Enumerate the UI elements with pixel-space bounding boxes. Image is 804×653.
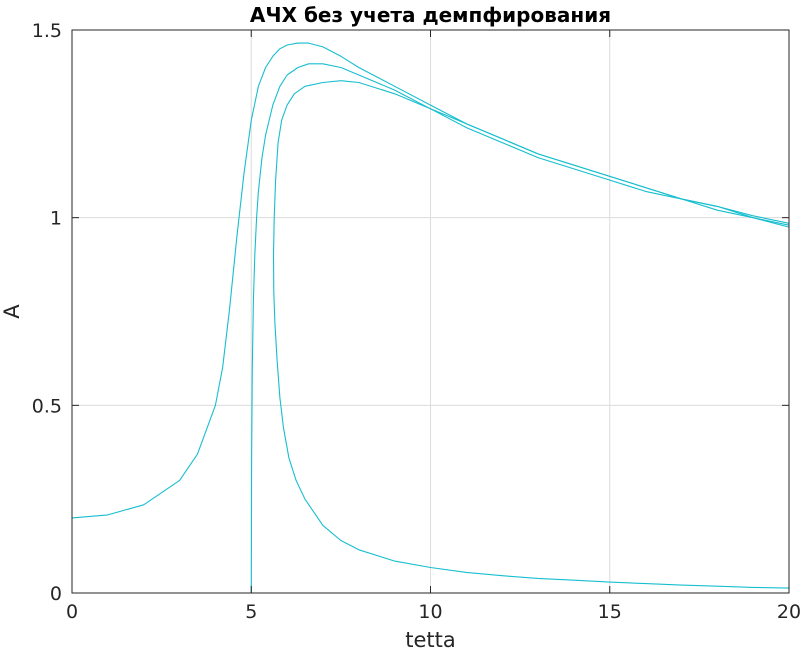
series-group	[71, 42, 790, 594]
x-axis-label: tetta	[405, 628, 456, 652]
y-tick-label: 0.5	[32, 395, 62, 417]
ticks: 0 5 10 15 20 0 0.5 1 1.5	[32, 20, 801, 623]
x-tick-label: 15	[598, 601, 622, 623]
series-line-3	[272, 80, 790, 589]
x-tick-label: 20	[777, 601, 801, 623]
x-tick-label: 0	[66, 601, 78, 623]
series-line-2	[250, 63, 790, 594]
chart-title: АЧХ без учета демпфирования	[250, 3, 611, 27]
y-tick-label: 1.5	[32, 20, 62, 42]
x-tick-label: 5	[245, 601, 257, 623]
series-line-4	[340, 80, 790, 228]
y-tick-label: 1	[50, 208, 62, 230]
y-axis-label: A	[0, 304, 24, 319]
x-tick-label: 10	[418, 601, 442, 623]
y-tick-label: 0	[50, 583, 62, 605]
